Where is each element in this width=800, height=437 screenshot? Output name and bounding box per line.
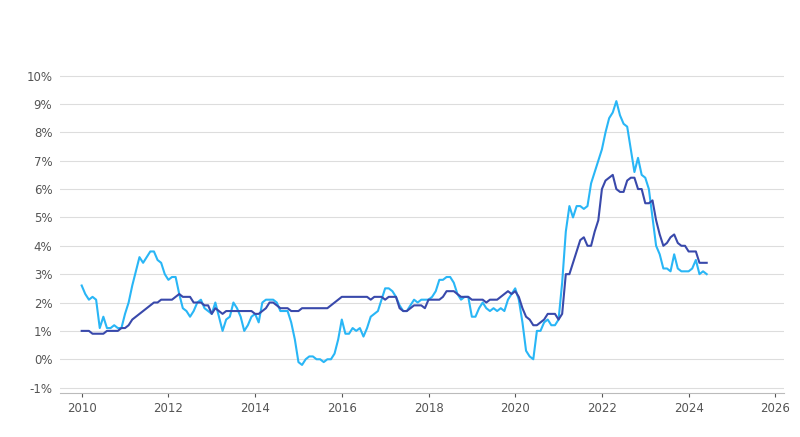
- CPI: [492, 309, 502, 314]
- CPI: [611, 98, 621, 104]
- CPI less food and energy: [492, 297, 502, 302]
- CPI less food and energy: [608, 172, 618, 177]
- CPI less food and energy: [77, 328, 86, 333]
- CPI: [543, 317, 553, 322]
- CPI less food and energy: [106, 328, 115, 333]
- CPI less food and energy: [88, 331, 98, 336]
- CPI: [417, 297, 426, 302]
- CPI less food and energy: [84, 328, 94, 333]
- CPI less food and energy: [417, 303, 426, 308]
- CPI: [702, 271, 711, 277]
- CPI less food and energy: [543, 311, 553, 316]
- CPI less food and energy: [146, 303, 155, 308]
- CPI: [142, 254, 151, 260]
- CPI: [77, 283, 86, 288]
- CPI: [102, 326, 112, 331]
- Line: CPI less food and energy: CPI less food and energy: [82, 175, 706, 334]
- CPI less food and energy: [702, 260, 711, 265]
- CPI: [298, 362, 307, 368]
- CPI: [84, 297, 94, 302]
- Line: CPI: CPI: [82, 101, 706, 365]
